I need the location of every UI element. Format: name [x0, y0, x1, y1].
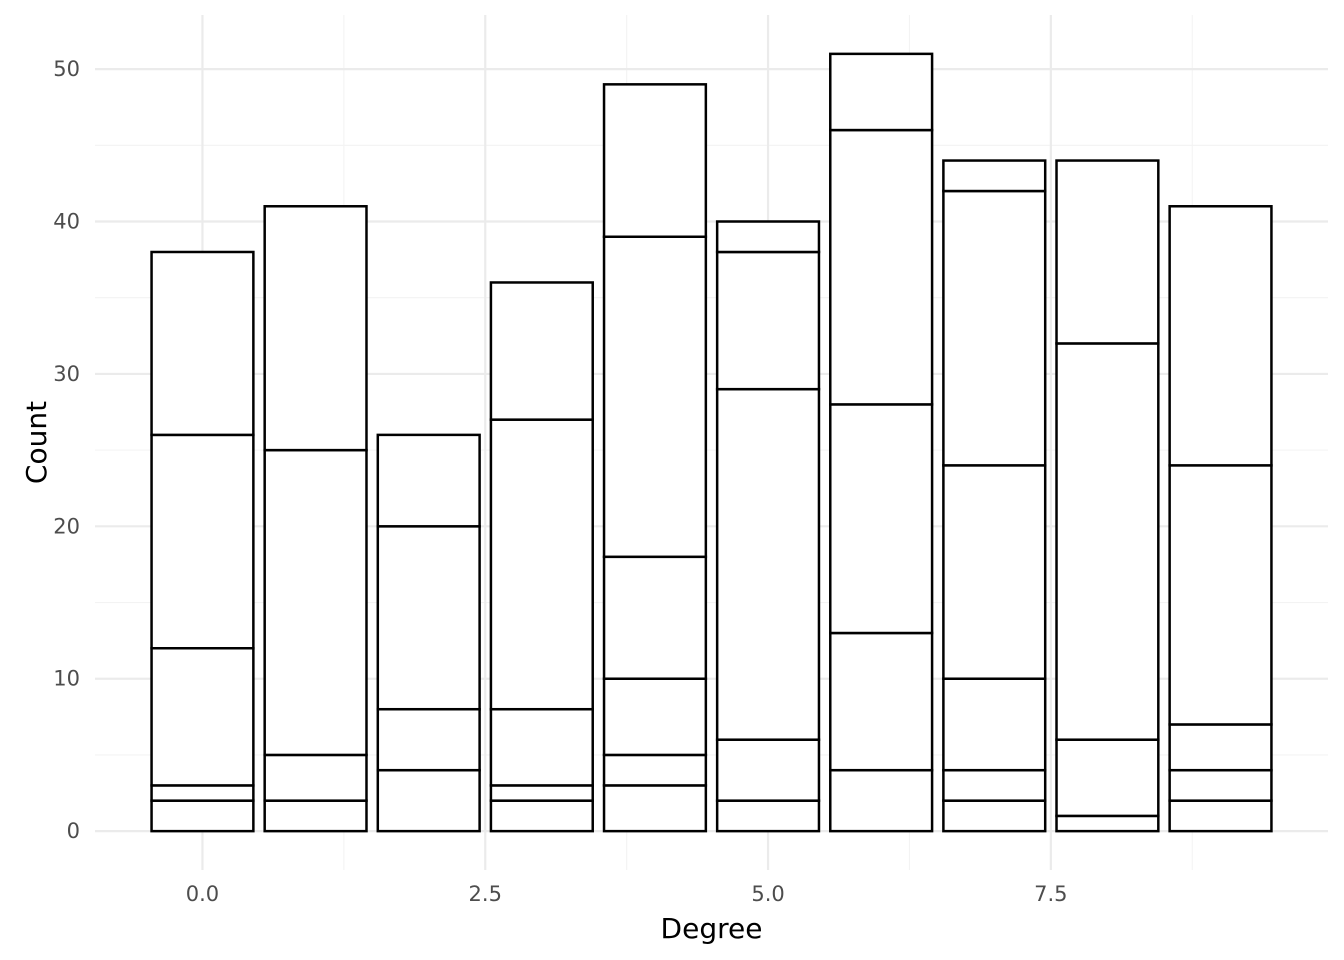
x-tick-label: 2.5 — [469, 882, 502, 906]
bar-segment — [489, 281, 594, 421]
bar-segment — [263, 205, 368, 452]
bar-stack — [602, 83, 708, 833]
bar-stack — [376, 433, 481, 833]
bar-stack — [1055, 159, 1160, 833]
bar-segment — [263, 799, 368, 833]
bar-segment — [263, 753, 368, 802]
bar-segment — [715, 738, 821, 802]
bar-segment — [942, 159, 1047, 193]
y-tick-label: 10 — [53, 667, 80, 691]
bar-segment — [1055, 159, 1160, 345]
bar-stack — [263, 205, 368, 833]
bar-segment — [150, 784, 255, 802]
bar-segment — [829, 631, 934, 772]
bar-segment — [715, 799, 821, 833]
y-tick-label: 50 — [53, 57, 80, 81]
bar-segment — [150, 799, 255, 833]
bar-segment — [489, 707, 594, 787]
bar-segment — [829, 403, 934, 635]
bar-segment — [150, 433, 255, 650]
y-axis-ticks: 0 10 20 30 40 50 — [53, 57, 80, 843]
bar-segment — [263, 448, 368, 757]
bar-segment — [1055, 738, 1160, 818]
bar-segment — [150, 250, 255, 437]
bar-segment — [1168, 205, 1273, 467]
bar-stack — [715, 220, 821, 833]
bar-segment — [602, 677, 708, 757]
x-tick-label: 0.0 — [186, 882, 219, 906]
bar-segment — [942, 464, 1047, 680]
y-axis-title: Count — [20, 401, 53, 484]
bar-segment — [1168, 723, 1273, 772]
bar-segment — [942, 799, 1047, 833]
bar-segment — [942, 768, 1047, 802]
x-axis-title: Degree — [661, 912, 763, 945]
bar-segment — [602, 784, 708, 833]
bar-segment — [829, 128, 934, 406]
bar-segment — [489, 799, 594, 833]
bar-stack — [942, 159, 1047, 833]
bar-segment — [1055, 342, 1160, 741]
y-tick-label: 0 — [67, 819, 80, 843]
bar-segment — [1168, 799, 1273, 833]
bar-segment — [715, 250, 821, 391]
bar-segment — [150, 646, 255, 787]
bar-segment — [942, 677, 1047, 772]
bar-segment — [489, 784, 594, 802]
x-tick-label: 5.0 — [751, 882, 784, 906]
bar-segment — [1168, 768, 1273, 802]
bar-segment — [602, 235, 708, 559]
bar-stack — [829, 52, 934, 833]
bar-stack — [150, 250, 255, 833]
bar-segment — [715, 220, 821, 254]
bar-segment — [829, 52, 934, 132]
y-tick-label: 30 — [53, 362, 80, 386]
bar-stack — [489, 281, 594, 833]
bar-segment — [376, 707, 481, 772]
bar-segment — [1168, 464, 1273, 726]
bar-segment — [942, 189, 1047, 467]
bar-segment — [602, 753, 708, 787]
bar-segment — [376, 525, 481, 711]
bar-segment — [602, 555, 708, 680]
bar-segment — [376, 433, 481, 528]
bar-segment — [715, 387, 821, 741]
bar-segment — [829, 768, 934, 833]
bar-segment — [1055, 814, 1160, 833]
bar-segment — [602, 83, 708, 239]
bar-stack — [1168, 205, 1273, 833]
bar-segment — [489, 418, 594, 711]
y-tick-label: 40 — [53, 210, 80, 234]
y-tick-label: 20 — [53, 514, 80, 538]
bars — [150, 52, 1273, 833]
x-tick-label: 7.5 — [1034, 882, 1067, 906]
x-axis-ticks: 0.0 2.5 5.0 7.5 — [186, 882, 1068, 906]
bar-segment — [376, 768, 481, 833]
